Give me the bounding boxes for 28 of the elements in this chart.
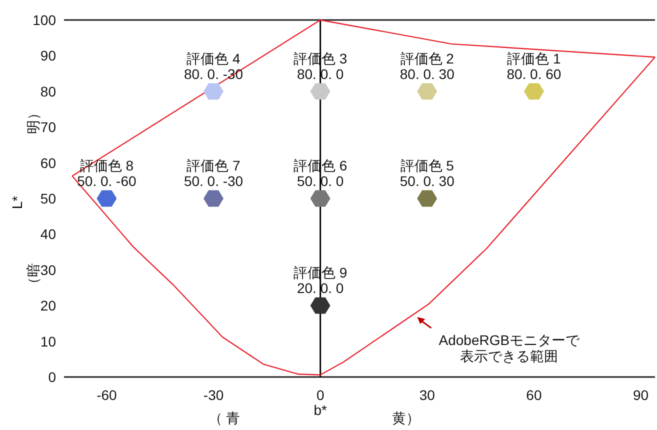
y-tick-label: 10	[40, 333, 56, 350]
y-tick-label: 70	[40, 119, 56, 136]
y-tick-label: 0	[48, 369, 56, 385]
y-axis-title: L*	[9, 195, 25, 210]
x-axis-title: b*	[314, 402, 328, 418]
data-label: 評価色 7 50. 0. -30	[184, 158, 244, 189]
text: 明）	[25, 106, 41, 134]
text: （ 青	[208, 410, 240, 426]
text: 黄）	[392, 410, 420, 426]
y-tick-label: 20	[40, 298, 56, 314]
y-tick-label: 80	[40, 83, 56, 100]
x-tick-label: 30	[419, 387, 436, 403]
y-tick-label: 30	[40, 262, 56, 278]
x-tick-label: 60	[526, 387, 542, 403]
y-tick-label: 90	[40, 48, 56, 64]
annotation: AdobeRGBモニターで表示できる範囲	[438, 332, 581, 364]
x-tick-label: 0	[316, 387, 324, 403]
y-tick-label: 40	[40, 226, 56, 242]
y-tick-label: 100	[32, 12, 56, 28]
data-label: 評価色 1 80. 0. 60	[506, 50, 562, 82]
x-tick-label: -30	[203, 387, 224, 403]
data-label: 評価色 5 50. 0. 30	[400, 158, 455, 189]
y-tick-label: 50	[40, 190, 56, 206]
x-tick-label: 90	[632, 387, 649, 403]
x-tick-label: -60	[96, 387, 118, 403]
text: （暗	[25, 263, 41, 292]
data-label: 評価色 2 80. 0. 30	[400, 50, 455, 82]
y-tick-label: 60	[40, 154, 56, 171]
